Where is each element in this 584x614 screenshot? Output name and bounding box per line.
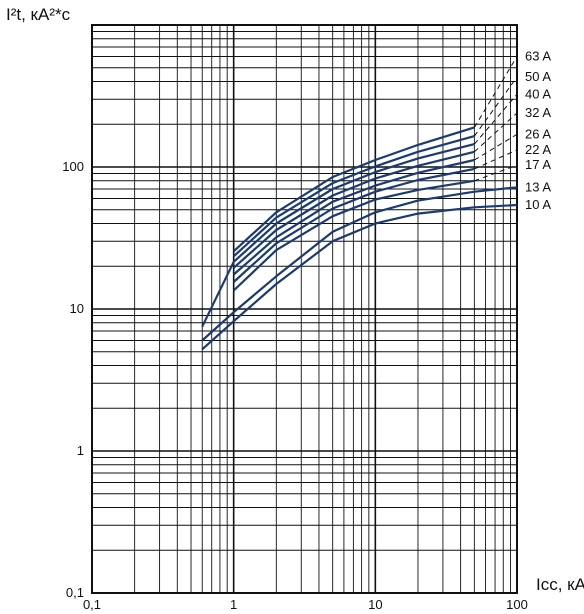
series-label: 13 A bbox=[525, 179, 551, 194]
y-tick-label: 10 bbox=[70, 301, 84, 316]
series-line bbox=[201, 203, 518, 351]
y-tick-label: 100 bbox=[62, 159, 84, 174]
series-extrapolation-line bbox=[474, 149, 518, 170]
series-label: 22 A bbox=[525, 142, 551, 157]
series-label: 63 A bbox=[525, 49, 551, 64]
series-extrapolation-line bbox=[474, 164, 518, 182]
series-label: 32 A bbox=[525, 105, 551, 120]
series-line bbox=[201, 186, 518, 342]
series-line bbox=[232, 150, 475, 269]
series-label: 10 A bbox=[525, 197, 551, 212]
series-line bbox=[232, 126, 475, 253]
series-layer: 10 A 13 A 17 A22 A26 A 32 A 40 A 50 A 63 A bbox=[201, 49, 551, 351]
x-tick-label: 1 bbox=[230, 597, 237, 612]
series-line bbox=[232, 135, 475, 258]
series-label: 50 A bbox=[525, 69, 551, 84]
plot-frame bbox=[91, 24, 518, 594]
series-extrapolation-line bbox=[473, 76, 518, 137]
y-axis-ticks: 0,1 1 10 100 bbox=[62, 159, 84, 600]
series-line bbox=[232, 158, 475, 276]
series-extrapolation-line bbox=[474, 112, 518, 153]
series-line bbox=[201, 143, 475, 328]
grid bbox=[92, 25, 517, 593]
y-tick-label: 1 bbox=[77, 443, 84, 458]
x-tick-label: 100 bbox=[506, 597, 528, 612]
series-extrapolation-line bbox=[474, 93, 518, 145]
series-line bbox=[232, 179, 475, 292]
series-line bbox=[232, 167, 475, 283]
series-label: 17 A bbox=[525, 157, 551, 172]
x-axis-ticks: 0,1 1 10 100 bbox=[83, 597, 528, 612]
y-axis-title: I²t, кА²*с bbox=[6, 5, 71, 24]
x-tick-label: 0,1 bbox=[83, 597, 101, 612]
x-axis-title: Icc, кА bbox=[536, 575, 584, 594]
series-label: 26 A bbox=[525, 126, 551, 141]
series-extrapolation-line bbox=[473, 56, 518, 128]
series-label: 40 A bbox=[525, 86, 551, 101]
y-tick-label: 0,1 bbox=[66, 585, 84, 600]
x-tick-label: 10 bbox=[368, 597, 382, 612]
